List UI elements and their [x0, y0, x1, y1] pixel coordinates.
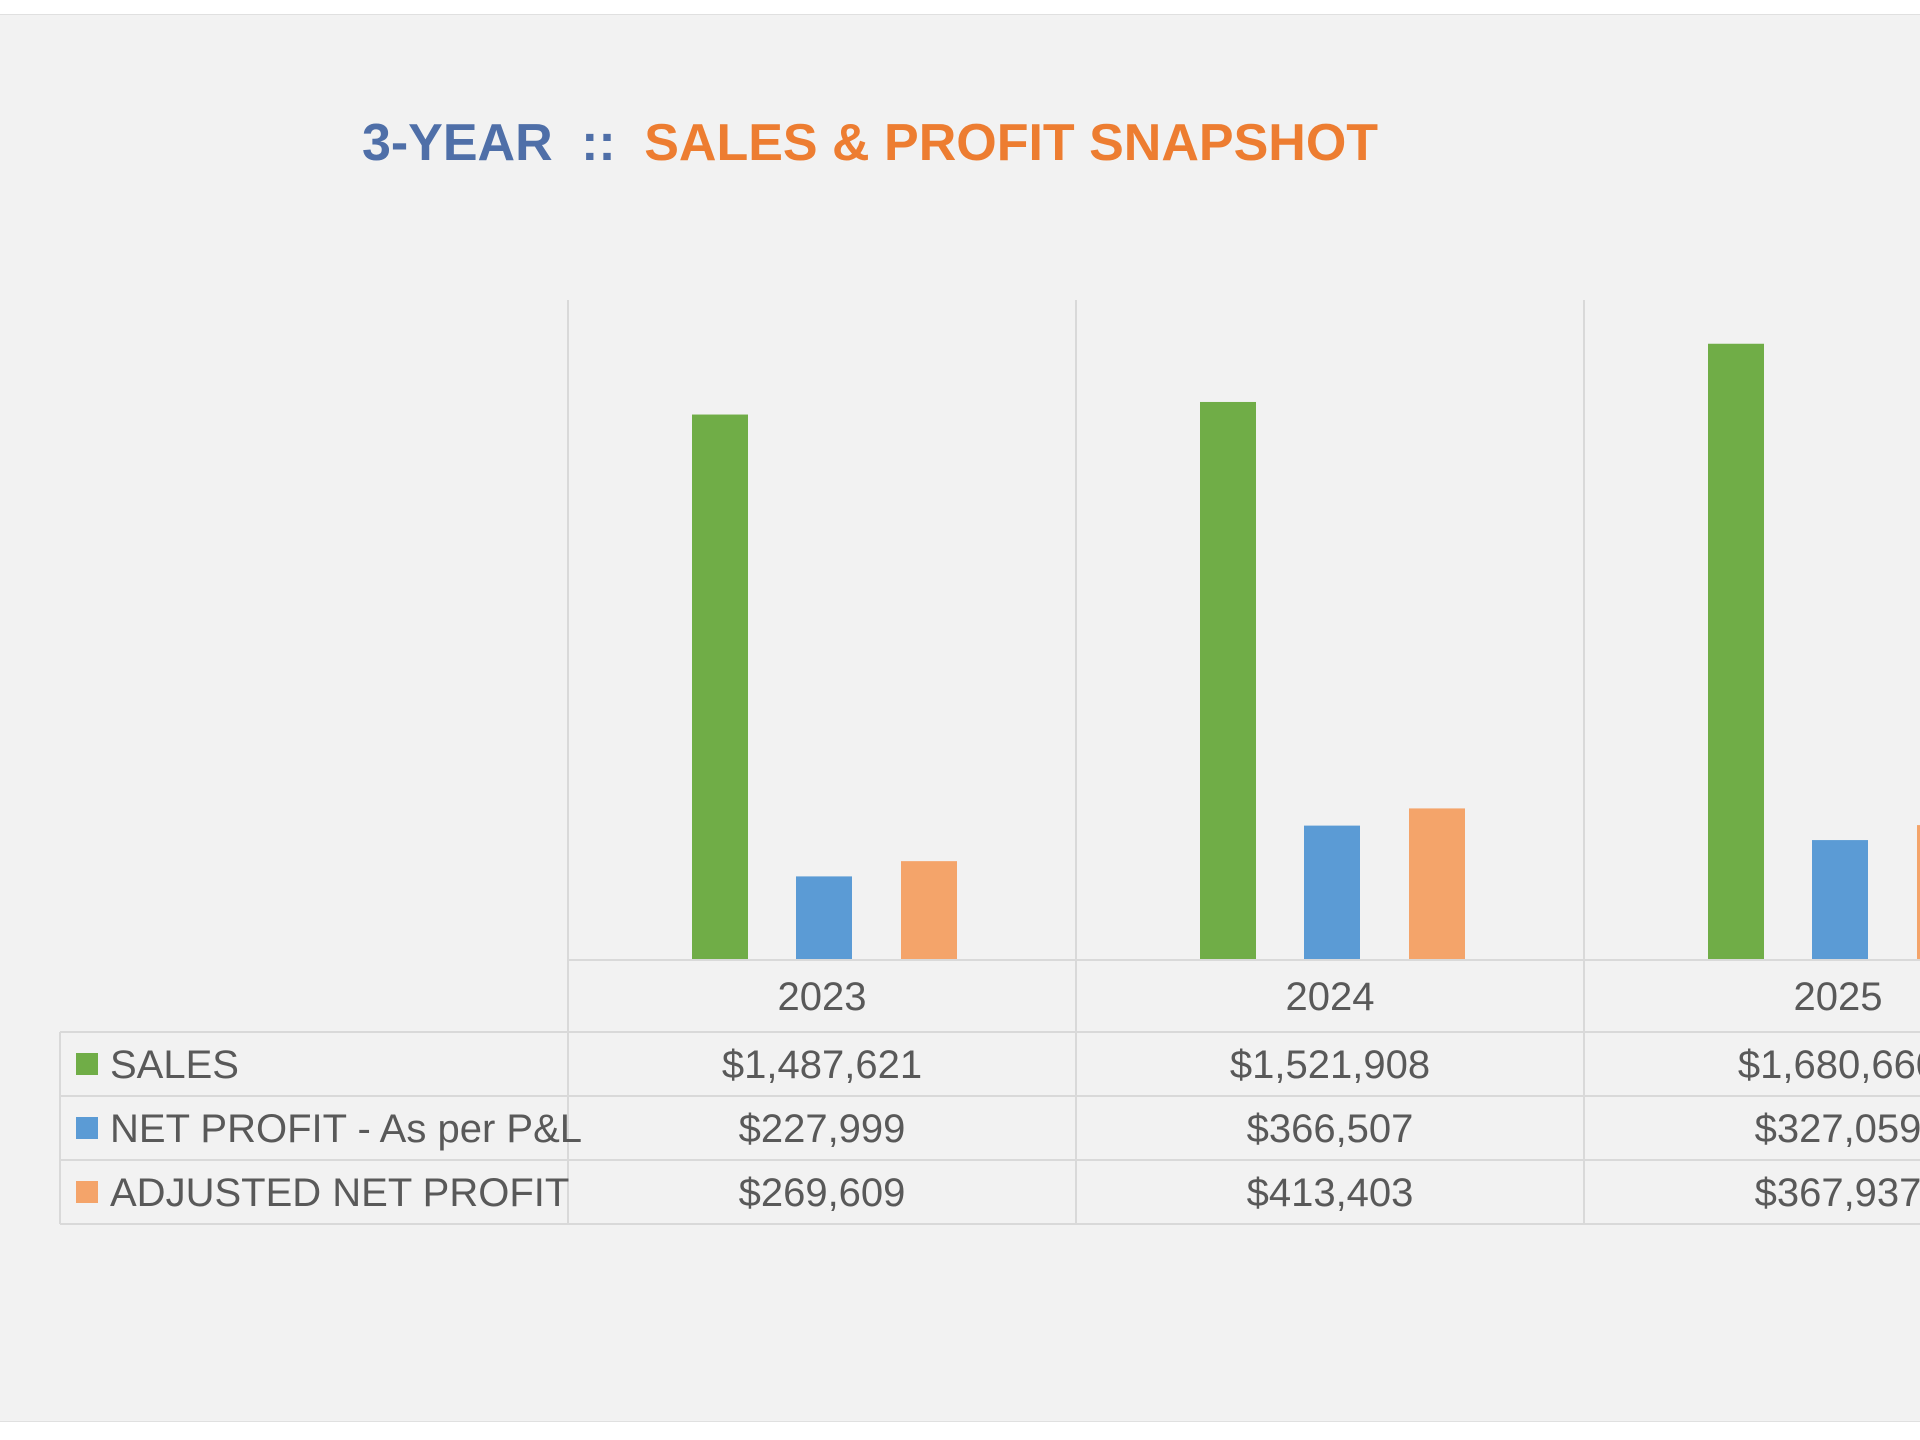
bar-net-profit-as-per-p-l-2023: [796, 876, 852, 960]
bar-adjusted-net-profit-2024: [1409, 808, 1465, 960]
sales-profit-chart: 3-YEAR :: SALES & PROFIT SNAPSHOT 2023 20…: [59, 114, 1920, 1225]
legend-label: ADJUSTED NET PROFIT: [110, 1171, 569, 1215]
bar-adjusted-net-profit-2023: [901, 861, 957, 960]
data-table: 2023 2024 2025 SALES $1,487,621 $1,521,908 $1,…: [59, 959, 1920, 1225]
chart-title-part1: 3-YEAR: [362, 114, 553, 172]
chart-title: 3-YEAR :: SALES & PROFIT SNAPSHOT: [362, 114, 1378, 172]
bar-adjusted-net-profit-2025: [1917, 825, 1920, 960]
x-tick-label-2024: 2024: [1286, 975, 1375, 1019]
data-label: $413,403: [1247, 1171, 1414, 1215]
data-label: $1,680,660: [1738, 1043, 1920, 1087]
legend-key-sales: [76, 1053, 98, 1075]
data-label: $366,507: [1247, 1107, 1414, 1151]
data-label: $1,521,908: [1230, 1043, 1430, 1087]
bar-net-profit-as-per-p-l-2025: [1812, 840, 1868, 960]
x-tick-label-2025: 2025: [1794, 975, 1883, 1019]
legend-key-adjusted-net-profit: [76, 1181, 98, 1203]
bar-sales-2024: [1200, 401, 1256, 961]
chart-title-separator: ::: [581, 114, 616, 172]
data-label: $227,999: [739, 1107, 906, 1151]
bar-sales-2025: [1708, 343, 1764, 960]
data-label: $1,487,621: [722, 1043, 922, 1087]
x-tick-label-2023: 2023: [778, 975, 867, 1019]
chart-panel: 3-YEAR :: SALES & PROFIT SNAPSHOT 2023 20…: [0, 14, 1920, 1422]
chart-title-part2: SALES & PROFIT SNAPSHOT: [644, 114, 1378, 172]
plot-area: [567, 300, 1920, 1224]
bar-net-profit-as-per-p-l-2024: [1304, 825, 1360, 960]
data-label: $269,609: [739, 1171, 906, 1215]
legend-key-net-profit-as-per-p-l: [76, 1117, 98, 1139]
bar-sales-2023: [692, 414, 748, 961]
data-label: $327,059: [1755, 1107, 1920, 1151]
legend-label: NET PROFIT - As per P&L: [110, 1107, 582, 1151]
legend-label: SALES: [110, 1043, 239, 1087]
data-label: $367,937: [1755, 1171, 1920, 1215]
